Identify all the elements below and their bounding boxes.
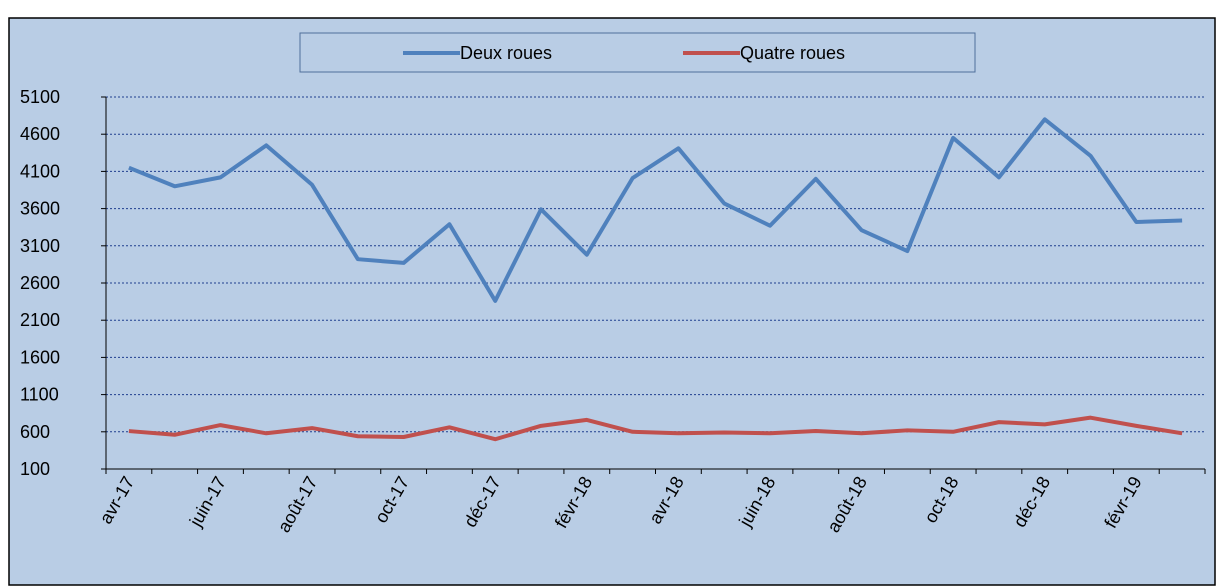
y-tick-label: 4100 [20,161,60,181]
series-line [128,117,1183,303]
y-tick-label: 4600 [20,124,60,144]
series-line [128,415,1183,442]
y-tick-label: 1600 [20,347,60,367]
y-tick-label: 1100 [20,385,59,405]
legend-box [299,32,976,73]
y-tick-label: 600 [20,422,50,442]
legend-label: Quatre roues [740,43,845,63]
y-tick-label: 100 [20,459,50,479]
y-tick-label: 3600 [20,199,60,219]
y-tick-label: 5100 [20,87,60,107]
y-tick-label: 2100 [20,310,60,330]
chart-area [8,17,1216,586]
y-tick-label: 3100 [20,236,60,256]
legend-label: Deux roues [460,43,552,63]
y-tick-label: 2600 [20,273,60,293]
